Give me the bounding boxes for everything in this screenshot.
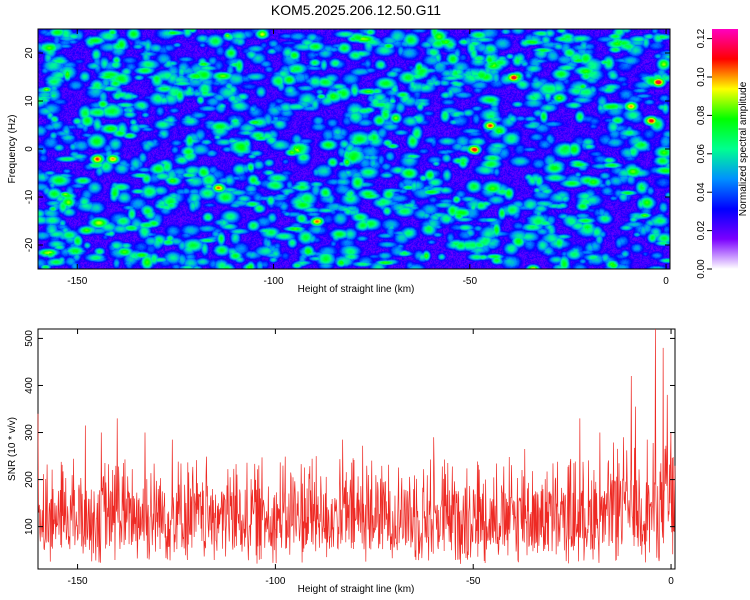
- snr-x-label: Height of straight line (km): [298, 584, 415, 595]
- heatmap-y-ticks: -20 -10 0 10 20: [24, 47, 670, 252]
- heatmap-y-tick-label: 10: [24, 95, 35, 107]
- heatmap-y-label: Frequency (Hz): [7, 115, 18, 184]
- snr-y-tick-label: 100: [24, 518, 35, 535]
- heatmap-image: [38, 29, 670, 269]
- colorbar-label: Normalized spectral amplitude: [738, 81, 749, 216]
- snr-panel: -150 -100 -50 0 100 200 300 400 500 Height of s…: [7, 328, 676, 595]
- colorbar-tick-label: 0.02: [696, 220, 707, 240]
- heatmap-x-tick-label: -150: [67, 276, 87, 287]
- heatmap-y-tick-label: 0: [24, 146, 35, 152]
- colorbar-tick-label: 0.12: [696, 28, 707, 48]
- colorbar-ticks: 0.00 0.02 0.04 0.06 0.08 0.10 0.12: [696, 28, 712, 279]
- snr-x-tick-label: -50: [466, 576, 481, 587]
- heatmap-y-tick-label: -10: [24, 189, 35, 204]
- heatmap-x-ticks: -150 -100 -50 0: [67, 29, 669, 287]
- snr-y-tick-label: 400: [24, 377, 35, 394]
- snr-x-tick-label: 0: [668, 576, 674, 587]
- heatmap-x-label: Height of straight line (km): [298, 284, 415, 295]
- heatmap-x-tick-label: -100: [264, 276, 284, 287]
- snr-series-line: [37, 328, 676, 564]
- chart-title: KOM5.2025.206.12.50.G11: [271, 2, 441, 18]
- snr-x-tick-label: -100: [265, 576, 285, 587]
- snr-x-ticks: -150 -100 -50 0: [68, 329, 674, 587]
- snr-y-tick-label: 200: [24, 471, 35, 488]
- heatmap-x-tick-label: 0: [663, 276, 669, 287]
- snr-y-label: SNR (10 * v/v): [7, 417, 18, 481]
- colorbar-tick-label: 0.04: [696, 182, 707, 202]
- colorbar-tick-label: 0.10: [696, 67, 707, 87]
- heatmap-x-tick-label: -50: [463, 276, 478, 287]
- snr-y-tick-label: 500: [24, 330, 35, 347]
- colorbar-tick-label: 0.00: [696, 259, 707, 279]
- colorbar: 0.00 0.02 0.04 0.06 0.08 0.10 0.12 Normalized …: [696, 28, 749, 278]
- colorbar-tick-label: 0.08: [696, 105, 707, 125]
- snr-y-ticks: 100 200 300 400 500: [24, 330, 675, 535]
- colorbar-gradient: [712, 29, 738, 269]
- heatmap-y-tick-label: 20: [24, 47, 35, 59]
- snr-x-tick-label: -150: [68, 576, 88, 587]
- colorbar-tick-label: 0.06: [696, 144, 707, 164]
- heatmap-y-tick-label: -20: [24, 237, 35, 252]
- snr-y-tick-label: 300: [24, 424, 35, 441]
